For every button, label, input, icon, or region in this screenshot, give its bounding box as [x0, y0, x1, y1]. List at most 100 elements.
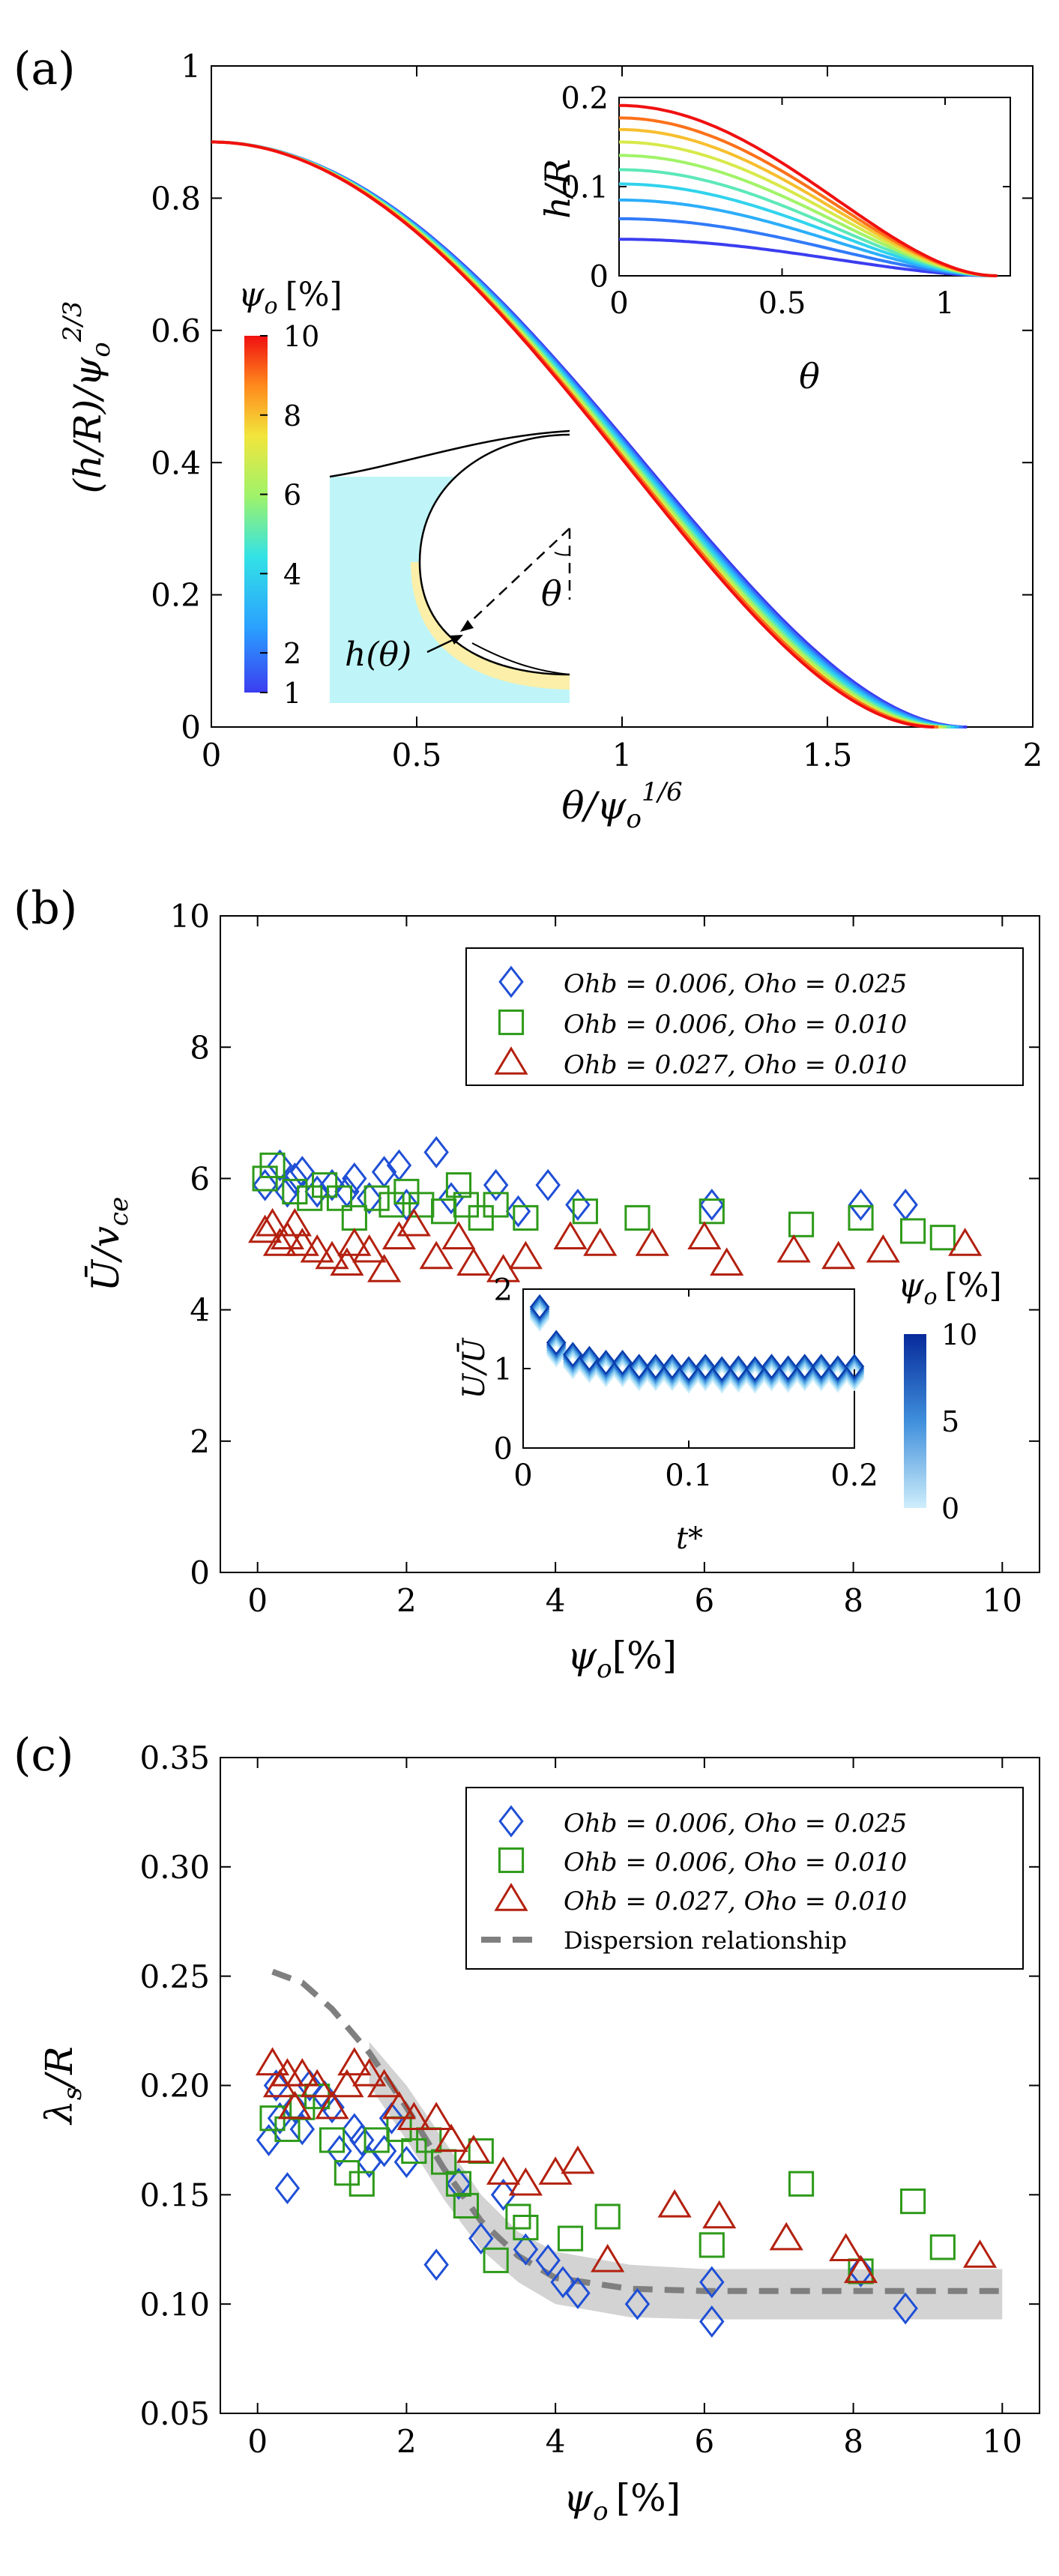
b-inset-data-point: [579, 1348, 600, 1375]
b-inset-data-point: [728, 1360, 749, 1386]
b-y-tick-label: 2: [190, 1423, 210, 1460]
b-data-point-square: [624, 1204, 651, 1231]
panel-a-inset: 0 0.5 1 0 0.1 0.2 h/R θ: [537, 81, 1011, 396]
b-data-point-triangle: [635, 1228, 669, 1256]
panel-a: (a) 0 0.5 1 1.5 200.20.40.60.81 (h/R)/ψo2/3 …: [13, 43, 1043, 834]
a-inset-series-line: [619, 103, 998, 277]
c-data-point-diamond: [535, 2244, 561, 2277]
film-schematic-film-outer: [471, 642, 570, 675]
c-data-point-triangle: [657, 2189, 692, 2218]
c-data-point-diamond: [319, 2091, 345, 2124]
c-data-point-diamond: [393, 2146, 420, 2179]
panel-a-x-label: θ/ψo1/6: [561, 777, 682, 834]
c-data-point-triangle: [962, 2239, 998, 2268]
b-data-point-triangle: [948, 1228, 983, 1256]
b-inset-data-point: [761, 1354, 782, 1380]
a-colorbar-tick-label: 4: [283, 558, 301, 591]
b-data-point-triangle: [441, 1221, 476, 1249]
a-x-tick-label: 0.5: [392, 737, 442, 773]
panel-a-ticks: 0 0.5 1 1.5 2 0 0.2 0.4 0.6 0.8 1: [151, 48, 1043, 773]
c-legend-label: Ohb = 0.006, Oho = 0.025: [564, 1809, 907, 1839]
b-inset-data-point: [579, 1350, 600, 1377]
b-inset-data-point: [728, 1355, 749, 1381]
c-x-tick-label: 2: [396, 2423, 417, 2460]
c-data-point-diamond: [699, 2266, 725, 2299]
b-x-tick-label: 6: [694, 1582, 714, 1619]
b-inset-data-point: [778, 1355, 798, 1381]
c-data-point-square: [349, 2171, 375, 2197]
b-data-point-diamond: [893, 1189, 918, 1221]
c-data-point-triangle: [702, 2200, 737, 2229]
b-data-point-square: [572, 1198, 598, 1225]
b-data-point-diamond: [565, 1189, 591, 1221]
b-data-point-diamond: [423, 1135, 449, 1168]
film-schematic-h-label: h(θ): [345, 636, 411, 674]
b-inset-data-point: [562, 1342, 583, 1368]
panel-c-y-label: λs/R: [37, 2046, 88, 2126]
c-data-point-diamond: [446, 2168, 471, 2201]
panel-a-inset-x-label: θ: [799, 356, 820, 396]
c-dispersion-band: [369, 2042, 1003, 2320]
a-y-tick-label: 0.4: [151, 444, 201, 481]
b-inset-data-point: [579, 1345, 600, 1372]
b-data-point-square: [788, 1211, 815, 1237]
b-data-point-triangle: [262, 1228, 298, 1256]
c-legend-marker-square: [498, 1847, 525, 1874]
a-series-line: [211, 140, 935, 729]
c-legend-marker-triangle: [494, 1883, 528, 1911]
b-data-point-diamond: [848, 1189, 874, 1221]
b-data-point-square: [848, 1204, 874, 1231]
b-inset-data-point: [711, 1356, 732, 1382]
b-inset-data-point: [811, 1358, 832, 1384]
b-data-point-diamond: [505, 1195, 531, 1228]
c-data-point-diamond: [282, 2091, 308, 2124]
b-y-tick-label: 10: [170, 898, 210, 935]
c-data-point-triangle: [396, 2102, 431, 2130]
b-x-tick-label: 0: [247, 1582, 268, 1619]
c-legend-label: Ohb = 0.027, Oho = 0.010: [564, 1886, 907, 1916]
c-data-point-diamond: [699, 2305, 725, 2338]
b-data-point-triangle: [248, 1214, 283, 1243]
c-data-point-triangle: [352, 2058, 387, 2087]
a-y-tick-label: 0.2: [151, 577, 201, 614]
b-data-point-triangle: [456, 1247, 491, 1276]
b-data-point-square: [326, 1185, 353, 1211]
b-inset-data-point: [629, 1354, 650, 1380]
b-inset-data-point: [678, 1358, 699, 1384]
panel-c-x-label: ψo [%]: [564, 2476, 681, 2527]
c-y-tick-label: 0.15: [139, 2177, 210, 2213]
b-data-point-triangle: [866, 1234, 900, 1263]
b-data-point-triangle: [255, 1207, 290, 1237]
c-legend-marker-diamond: [498, 1805, 524, 1838]
b-inset-y-tick-label: 0: [494, 1432, 513, 1466]
c-data-point-triangle: [255, 2047, 290, 2076]
b-data-point-square: [468, 1204, 494, 1231]
b-data-point-diamond: [342, 1162, 367, 1195]
a-inset-series-line: [618, 217, 998, 277]
film-schematic-radius: [465, 528, 570, 627]
b-inset-data-point: [811, 1354, 832, 1380]
panel-b-inset-x-label: t*: [676, 1521, 703, 1556]
c-data-point-triangle: [486, 2156, 521, 2185]
film-schematic-interface: [329, 429, 570, 478]
b-x-tick-label: 4: [546, 1582, 566, 1619]
b-data-point-diamond: [282, 1162, 308, 1195]
a-inset-y-tick-label: 0: [590, 259, 609, 294]
c-x-tick-label: 6: [694, 2423, 714, 2460]
b-inset-data-point: [546, 1334, 567, 1361]
a-inset-series-line: [619, 238, 998, 277]
b-inset-data-point: [596, 1352, 616, 1378]
c-data-point-square: [453, 2192, 479, 2218]
c-data-point-triangle: [300, 2069, 334, 2098]
b-data-point-square: [297, 1185, 323, 1211]
c-data-point-diamond: [513, 2233, 539, 2266]
b-legend-marker-triangle: [494, 1046, 528, 1075]
panel-b-inset-colorbar-label: ψo [%]: [898, 1267, 1002, 1310]
c-data-point-square: [319, 2127, 346, 2153]
b-data-point-triangle: [337, 1228, 372, 1256]
c-data-point-triangle: [277, 2090, 312, 2120]
b-legend-label: Ohb = 0.006, Oho = 0.025: [564, 969, 907, 999]
b-data-point-triangle: [367, 1254, 402, 1282]
film-schematic-angle-arc: [554, 552, 570, 556]
